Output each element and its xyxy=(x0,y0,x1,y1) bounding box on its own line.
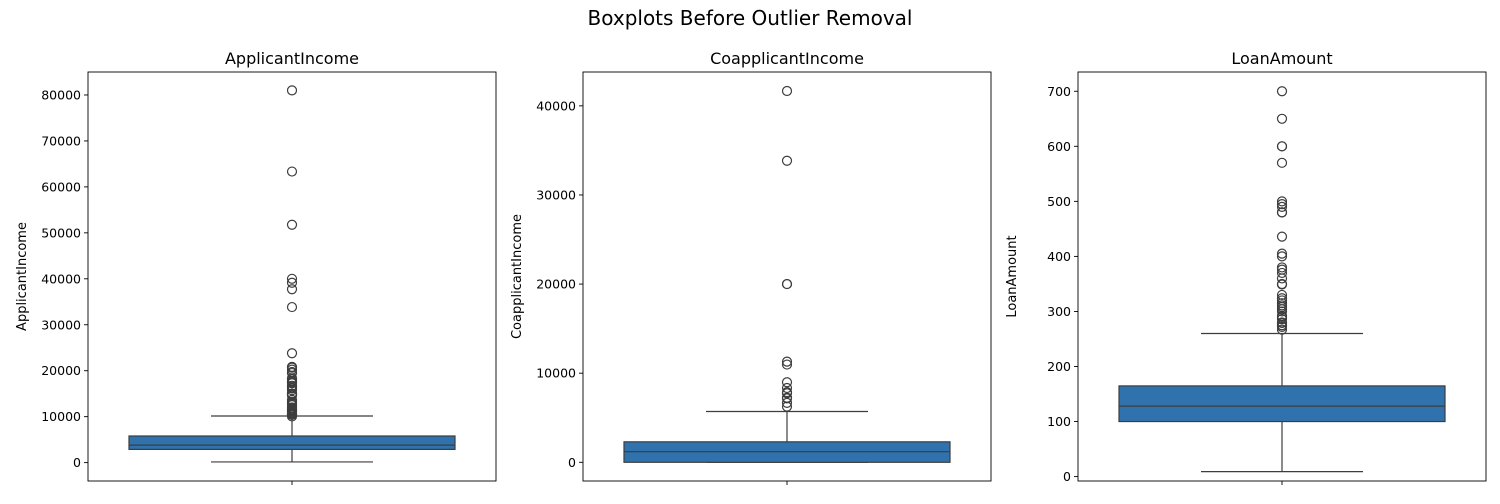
panel-1-y-tick-label: 80000 xyxy=(41,87,81,102)
panel-1-outlier-point xyxy=(286,219,298,230)
panel-2-outlier-point xyxy=(781,359,793,370)
panel-3-outlier-point xyxy=(1276,113,1288,124)
panel-3-outlier-point xyxy=(1276,157,1288,168)
panel-3-outlier-point xyxy=(1276,199,1288,210)
panel-3-y-tick-label: 400 xyxy=(1047,249,1071,264)
panel-1-y-axis-label: ApplicantIncome xyxy=(15,222,30,331)
panel-3-outlier-point xyxy=(1276,201,1288,212)
panel-1-outlier-point xyxy=(286,273,298,284)
panel-2-outlier-point xyxy=(781,278,793,290)
panel-3-outlier-point xyxy=(1276,289,1288,301)
panel-1-outlier-point xyxy=(286,411,298,422)
panel-1-outlier-point xyxy=(286,85,298,96)
panel-3-y-tick-label: 500 xyxy=(1047,194,1071,209)
panel-3-outlier-point xyxy=(1276,306,1288,317)
panel-3-y-tick-label: 700 xyxy=(1047,84,1071,99)
panel-1-y-tick-label: 30000 xyxy=(41,317,81,332)
panel-1-outlier-point xyxy=(286,277,298,288)
panel-1-y-tick-label: 20000 xyxy=(41,363,81,378)
panel-2-y-tick-label: 0 xyxy=(568,455,576,470)
panel-3-outlier-point xyxy=(1276,196,1288,207)
panel-1-outlier-point xyxy=(286,385,298,396)
panel-3-outlier-point xyxy=(1276,314,1288,325)
panel-2-outlier-point xyxy=(781,382,793,394)
panel-3-outlier-point xyxy=(1276,324,1288,335)
panel-3-title: LoanAmount xyxy=(1231,49,1332,68)
panel-3-outlier-point xyxy=(1276,273,1288,284)
panel-1-y-tick-label: 0 xyxy=(73,455,81,470)
panel-3-outlier-point xyxy=(1276,231,1288,242)
panel-2-y-tick-label: 20000 xyxy=(536,277,576,292)
panel-1-y-tick-label: 60000 xyxy=(41,179,81,194)
panel-1-y-tick-label: 40000 xyxy=(41,271,81,286)
panel-1-title: ApplicantIncome xyxy=(225,49,359,68)
panel-1-outlier-point xyxy=(286,348,298,359)
panel-3-outlier-point xyxy=(1276,251,1288,262)
panel-3-box xyxy=(1118,385,1446,423)
panel-3-outlier-point xyxy=(1276,248,1288,259)
panel-1-y-tick-label: 10000 xyxy=(41,409,81,424)
panel-3-y-axis-label: LoanAmount xyxy=(1005,235,1020,317)
panel-3-y-tick-label: 0 xyxy=(1063,469,1071,484)
panel-2-outlier-point xyxy=(781,393,793,404)
panel-2-y-tick-label: 10000 xyxy=(536,366,576,381)
panel-1-box xyxy=(128,435,456,451)
panel-2-outlier-point xyxy=(781,397,793,408)
panel-3-outlier-point xyxy=(1276,86,1288,97)
panel-3-outlier-point xyxy=(1276,141,1288,152)
panel-2-outlier-point xyxy=(781,85,793,97)
panel-2-outlier-point xyxy=(781,377,793,388)
panel-3-outlier-point xyxy=(1276,279,1288,290)
panel-2-y-tick-label: 30000 xyxy=(536,187,576,202)
panel-3-y-tick-label: 600 xyxy=(1047,139,1071,154)
panel-2-outlier-point xyxy=(781,356,793,367)
panel-3-y-tick-label: 200 xyxy=(1047,359,1071,374)
panel-1-y-tick-label: 50000 xyxy=(41,225,81,240)
panel-1-outlier-point xyxy=(286,284,298,295)
panel-2-outlier-point xyxy=(781,401,793,412)
panel-2-y-axis-label: CoapplicantIncome xyxy=(510,214,525,339)
panel-3-y-tick-label: 100 xyxy=(1047,414,1071,429)
panel-3-outlier-point xyxy=(1276,321,1288,332)
panel-1-outlier-point xyxy=(286,301,298,313)
panel-2-title: CoapplicantIncome xyxy=(710,49,864,68)
panel-2-outlier-point xyxy=(781,388,793,399)
panel-3-outlier-point xyxy=(1276,207,1288,218)
panel-1-outlier-point xyxy=(286,166,298,177)
panel-2-y-tick-label: 40000 xyxy=(536,98,576,113)
panel-3-outlier-point xyxy=(1276,267,1288,279)
figure-title: Boxplots Before Outlier Removal xyxy=(587,6,913,30)
panel-1-outlier-point xyxy=(286,378,298,389)
panel-2-outlier-point xyxy=(781,155,793,166)
panel-1-y-tick-label: 70000 xyxy=(41,133,81,148)
panel-3-y-tick-label: 300 xyxy=(1047,304,1071,319)
